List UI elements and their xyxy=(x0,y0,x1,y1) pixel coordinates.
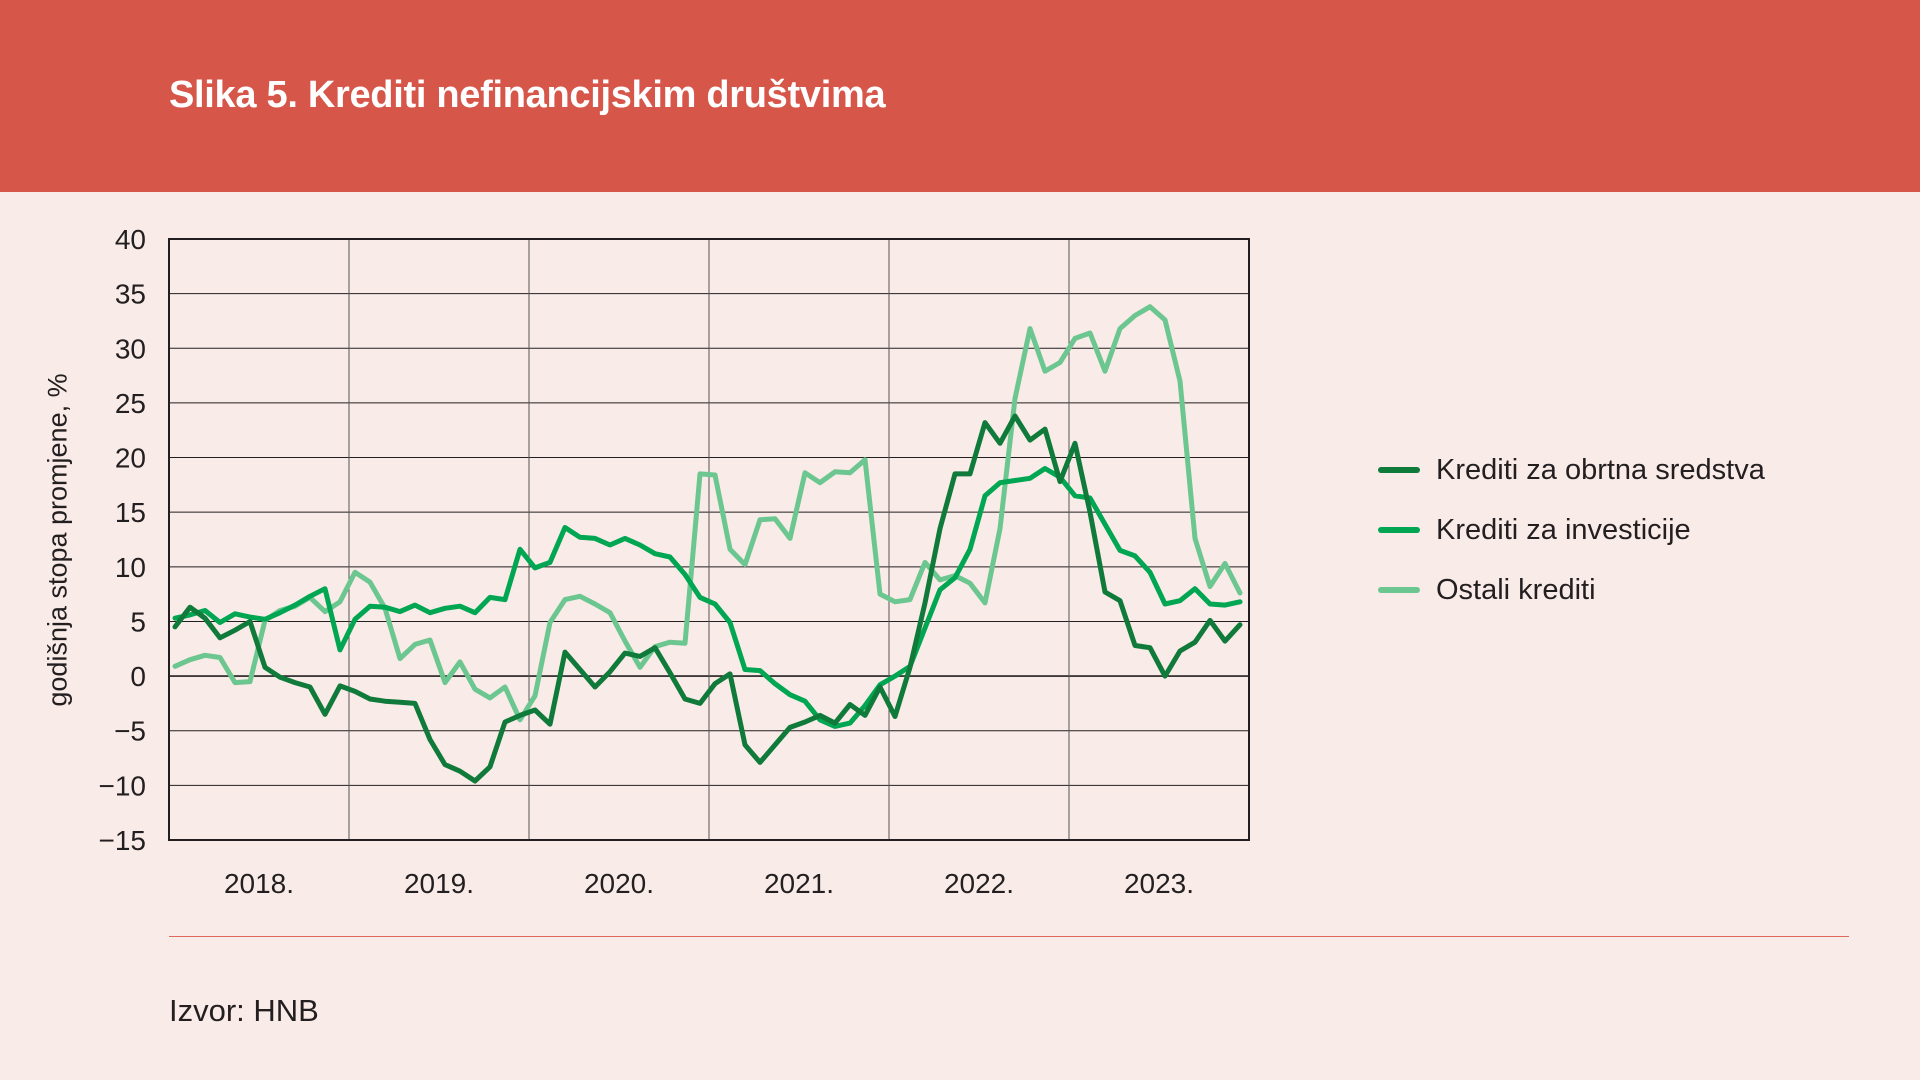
header-banner: Slika 5. Krediti nefinancijskim društvim… xyxy=(0,0,1920,192)
plot-frame xyxy=(168,238,1250,841)
legend-label: Ostali krediti xyxy=(1436,573,1596,606)
legend-item-obrtna: Krediti za obrtna sredstva xyxy=(1378,440,1765,500)
y-axis-label: godišnja stopa promjene, % xyxy=(42,373,73,707)
y-tick-label: −15 xyxy=(99,825,147,856)
y-tick-label: 20 xyxy=(115,443,146,474)
legend-swatch xyxy=(1378,587,1420,593)
series-line-2 xyxy=(172,304,1243,723)
divider xyxy=(169,936,1849,937)
x-tick-label: 2020. xyxy=(584,868,654,899)
y-tick-label: 15 xyxy=(115,497,146,528)
y-tick-label: −5 xyxy=(114,716,146,747)
legend-label: Krediti za investicije xyxy=(1436,513,1691,546)
y-tick-label: 25 xyxy=(115,388,146,419)
y-tick-label: 0 xyxy=(130,661,146,692)
series-line-1 xyxy=(172,466,1243,729)
y-tick-label: 10 xyxy=(115,552,146,583)
legend-item-ostali: Ostali krediti xyxy=(1378,560,1765,620)
y-tick-label: 35 xyxy=(115,279,146,310)
chart-title: Slika 5. Krediti nefinancijskim društvim… xyxy=(169,74,886,116)
legend-swatch xyxy=(1378,527,1420,533)
y-tick-label: 40 xyxy=(115,224,146,255)
legend-item-investicije: Krediti za investicije xyxy=(1378,500,1765,560)
x-tick-label: 2023. xyxy=(1124,868,1194,899)
y-tick-label: 5 xyxy=(130,606,146,637)
legend-label: Krediti za obrtna sredstva xyxy=(1436,453,1765,486)
x-tick-label: 2019. xyxy=(404,868,474,899)
series-line-0 xyxy=(172,413,1243,784)
y-tick-label: 30 xyxy=(115,333,146,364)
legend: Krediti za obrtna sredstva Krediti za in… xyxy=(1378,440,1765,620)
source-note: Izvor: HNB xyxy=(169,993,319,1028)
legend-swatch xyxy=(1378,467,1420,473)
x-tick-label: 2021. xyxy=(764,868,834,899)
x-tick-label: 2018. xyxy=(224,868,294,899)
y-tick-label: −10 xyxy=(99,770,147,801)
x-tick-label: 2022. xyxy=(944,868,1014,899)
